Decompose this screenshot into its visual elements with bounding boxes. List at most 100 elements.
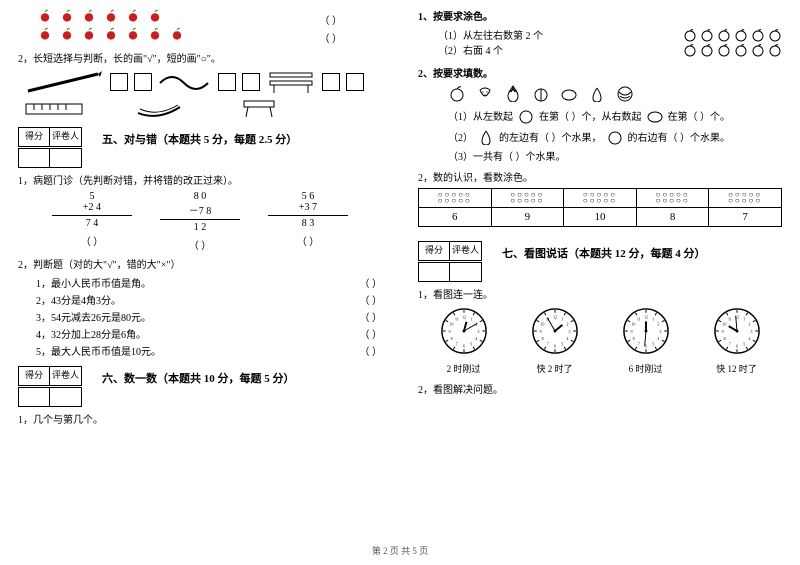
clock-icon: 121234567891011 — [622, 307, 670, 355]
num-cell: 10 — [564, 208, 637, 226]
grader-blank[interactable] — [50, 387, 82, 407]
judge-5: 5，最大人民币币值是10元。（ ） — [36, 343, 382, 358]
judge-4: 4，32分加上28分是6角。（ ） — [36, 326, 382, 341]
svg-text:9: 9 — [630, 330, 632, 334]
pear-icon — [588, 84, 606, 102]
svg-text:3: 3 — [750, 330, 752, 334]
q7-1-text: 1，看图连一连。 — [418, 286, 782, 301]
judge-paren: （ ） — [342, 343, 382, 358]
check-box[interactable] — [134, 73, 152, 91]
dot-cell: ○○○○○○○○○○ — [637, 189, 710, 207]
grader-blank[interactable] — [50, 148, 82, 168]
check-box[interactable] — [322, 73, 340, 91]
judge-paren: （ ） — [342, 292, 382, 307]
judge-paren: （ ） — [342, 275, 382, 290]
num-cell: 9 — [492, 208, 565, 226]
clock-icon: 121234567891011 — [440, 307, 488, 355]
score-box-5-blank — [18, 148, 382, 168]
svg-text:12: 12 — [644, 316, 648, 320]
score-label: 得分 — [18, 366, 50, 386]
small-apple-icon — [683, 43, 697, 57]
judge-1: 1，最小人民币币值是角。（ ） — [36, 275, 382, 290]
r-q2-2c: 的右边有（ ）个水果。 — [628, 129, 731, 144]
grader-blank[interactable] — [450, 262, 482, 282]
svg-text:5: 5 — [561, 342, 563, 346]
score-blank[interactable] — [18, 387, 50, 407]
math-c-bot: 8 3 — [268, 218, 348, 229]
check-box[interactable] — [242, 73, 260, 91]
r-q2-2-line: （2） 的左边有（ ）个水果， 的右边有（ ）个水果。 — [448, 127, 782, 145]
apple-icon — [38, 27, 52, 41]
apple-paren-2: （ ） — [320, 30, 343, 45]
svg-text:8: 8 — [723, 337, 725, 341]
math-paren: （ ） — [268, 233, 348, 248]
check-box[interactable] — [346, 73, 364, 91]
dot-cell: ○○○○○○○○○○ — [709, 189, 781, 207]
peach-icon — [606, 127, 624, 145]
r-q2-2a: （2） — [448, 129, 473, 144]
score-box-6: 得分 评卷人 六、数一数（本题共 10 分，每题 5 分） — [18, 366, 382, 386]
small-apple-icon — [717, 28, 731, 42]
mango-icon — [560, 84, 578, 102]
score-box-6-blank — [18, 387, 382, 407]
math-line — [160, 219, 240, 220]
apple-paren-1: （ ） — [320, 12, 343, 27]
svg-text:10: 10 — [722, 323, 726, 327]
score-blank[interactable] — [18, 148, 50, 168]
svg-text:6: 6 — [736, 344, 738, 348]
svg-text:4: 4 — [566, 337, 568, 341]
svg-text:2: 2 — [657, 323, 659, 327]
small-apple-icon — [700, 43, 714, 57]
q6-1-text: 1，几个与第几个。 — [18, 411, 382, 426]
svg-text:11: 11 — [636, 317, 640, 321]
peach-icon — [532, 84, 550, 102]
stool-icon — [234, 99, 284, 119]
score-blank[interactable] — [418, 262, 450, 282]
check-box[interactable] — [110, 73, 128, 91]
judge-3: 3，54元减去26元是80元。（ ） — [36, 309, 382, 324]
apple-icon — [60, 9, 74, 23]
svg-text:5: 5 — [652, 342, 654, 346]
dot-cell: ○○○○○○○○○○ — [564, 189, 637, 207]
grader-label: 评卷人 — [450, 241, 482, 261]
clock-item: 1212345678910112 时刚过 — [440, 307, 488, 375]
bench-icon — [266, 69, 316, 95]
q2-text: 2，长短选择与判断，长的画"√"，短的画"○"。 — [18, 50, 382, 65]
svg-text:4: 4 — [657, 337, 659, 341]
section-7-title: 七、看图说话（本题共 12 分，每题 4 分） — [502, 245, 706, 261]
wave-icon — [158, 69, 212, 95]
svg-text:9: 9 — [721, 330, 723, 334]
svg-text:8: 8 — [541, 337, 543, 341]
grader-label: 评卷人 — [50, 366, 82, 386]
score-box-7: 得分 评卷人 七、看图说话（本题共 12 分，每题 4 分） — [418, 241, 782, 261]
apple-grid: （ ） （ ） — [18, 8, 382, 44]
clock-icon: 121234567891011 — [531, 307, 579, 355]
small-apple-icon — [717, 43, 731, 57]
svg-text:6: 6 — [554, 344, 556, 348]
clocks-row: 1212345678910112 时刚过121234567891011快 2 时… — [418, 307, 782, 375]
apple-icon — [82, 9, 96, 23]
judge-2-text: 2，43分是4角3分。 — [36, 292, 342, 307]
num-row: 691087 — [418, 208, 782, 227]
math-col-b: 8 0 －7 8 1 2 （ ） — [160, 191, 240, 252]
clock-item: 1212345678910116 时刚过 — [622, 307, 670, 375]
math-col-a: 5 +2 4 7 4 （ ） — [52, 191, 132, 252]
r-q2-1b: 在第（ ）个，从右数起 — [539, 108, 642, 123]
svg-text:7: 7 — [455, 342, 457, 346]
r-q1-2: （2）右面 4 个 — [438, 42, 503, 57]
score-box-7-blank — [418, 262, 782, 282]
svg-text:3: 3 — [659, 330, 661, 334]
score-label: 得分 — [18, 127, 50, 147]
check-box[interactable] — [218, 73, 236, 91]
small-apple-icon — [734, 28, 748, 42]
svg-text:1: 1 — [652, 317, 654, 321]
small-apple-icon — [734, 43, 748, 57]
strawberry-icon — [476, 84, 494, 102]
left-column: （ ） （ ） 2，长短选择与判断，长的画"√"，短的画"○"。 得分 评卷人 … — [0, 0, 400, 565]
svg-text:1: 1 — [743, 317, 745, 321]
clock-label: 快 12 时了 — [713, 362, 761, 375]
apple-icon — [170, 27, 184, 41]
score-box-5: 得分 评卷人 五、对与错（本题共 5 分，每题 2.5 分） — [18, 127, 382, 147]
grader-label: 评卷人 — [50, 127, 82, 147]
small-apple-icon — [700, 28, 714, 42]
